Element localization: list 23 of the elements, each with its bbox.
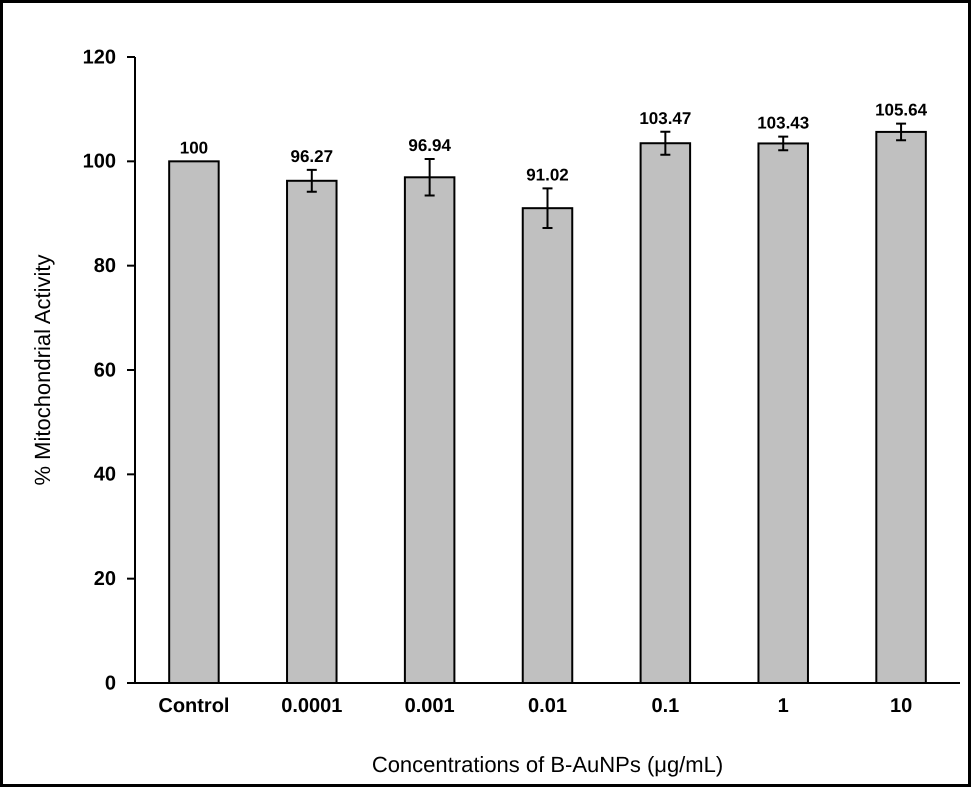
y-tick-label: 60 xyxy=(94,359,116,382)
y-tick-label: 0 xyxy=(104,672,116,694)
x-tick-label: 0.0001 xyxy=(281,695,342,717)
y-axis-title: % Mitochondrial Activity xyxy=(30,254,55,486)
data-label: 105.64 xyxy=(875,100,928,120)
x-tick-label: 0.001 xyxy=(404,695,455,717)
x-axis-title: Concentrations of B-AuNPs (μg/mL) xyxy=(372,752,724,777)
x-tick-label: 10 xyxy=(890,695,912,717)
x-tick-label: 1 xyxy=(778,695,789,717)
data-label: 96.94 xyxy=(408,136,452,156)
data-label: 100 xyxy=(180,138,208,158)
y-tick-label: 100 xyxy=(82,150,116,173)
data-label: 103.43 xyxy=(757,114,810,133)
x-tick-label: Control xyxy=(158,695,230,717)
y-tick-label: 80 xyxy=(94,255,116,278)
data-label: 103.47 xyxy=(639,108,692,128)
data-label: 91.02 xyxy=(526,165,569,184)
y-tick-label: 120 xyxy=(82,46,116,68)
data-label: 96.27 xyxy=(290,146,334,166)
y-tick-label: 40 xyxy=(94,464,116,486)
x-tick-label: 0.1 xyxy=(651,695,680,717)
y-tick-label: 20 xyxy=(94,568,116,590)
x-tick-label: 0.01 xyxy=(528,695,567,717)
